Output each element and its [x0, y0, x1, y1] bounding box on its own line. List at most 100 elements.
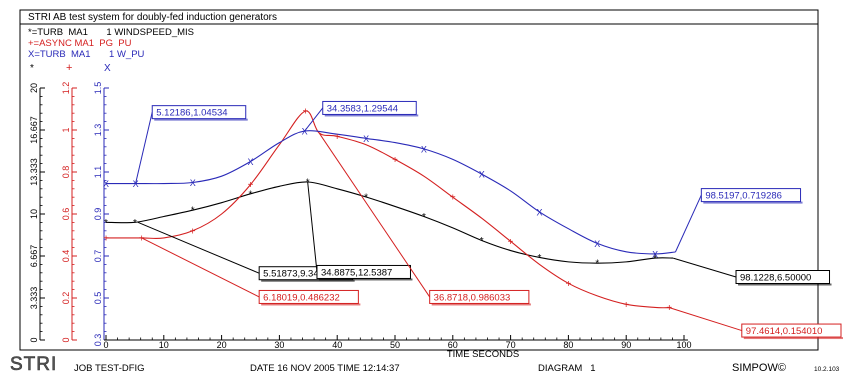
annotation-leader: [318, 132, 431, 298]
annotation-shadow: [738, 283, 832, 286]
series-marker: +: [139, 233, 145, 244]
annotation-shadow: [318, 278, 413, 281]
x-tick-label: 10: [159, 340, 169, 350]
series-marker: X: [652, 249, 658, 259]
annotation-leader: [672, 257, 737, 278]
annotation-6: 98.1228,6.50000: [672, 257, 832, 286]
y-tick-label: 3.333: [29, 287, 39, 310]
legend-marker-x: X: [104, 63, 111, 74]
y-tick-label: 1.1: [93, 166, 103, 179]
y-tick-label: 0.3: [93, 334, 103, 347]
footer-version: 10.2.103: [814, 366, 840, 373]
legend-entry-windspeed: *=TURB MA1 1 WINDSPEED_MIS: [28, 27, 194, 38]
window-title: STRI AB test system for doubly-fed induc…: [28, 12, 277, 23]
series-marker: *: [422, 212, 426, 223]
annotation-shadow: [261, 303, 361, 306]
y-tick-label: 0.6: [61, 208, 71, 221]
annotation-leader: [669, 307, 742, 332]
y-axis-2: 0 0.2 0.4 0.6 0.8 1 1.2: [61, 82, 77, 343]
annotation-text: 34.3583,1.29544: [327, 103, 398, 114]
annotation-text: 36.8718,0.986033: [434, 292, 511, 303]
annotation-shadow: [261, 279, 355, 282]
y-tick-label: 0.5: [93, 292, 103, 305]
annotation-leader: [304, 107, 324, 132]
y-tick-label: 0.4: [61, 250, 71, 263]
y-tick-label: 1: [61, 127, 71, 132]
annotation-text: 6.18019,0.486232: [263, 292, 340, 303]
y-tick-label: 1.3: [93, 124, 103, 137]
series-marker: X: [190, 178, 196, 188]
series-marker: X: [594, 239, 600, 249]
series-marker: X: [103, 179, 109, 189]
x-tick-label: 100: [676, 340, 691, 350]
y-tick-label: 0: [61, 337, 71, 342]
x-axis-label: TIME SECONDS: [447, 349, 519, 360]
series-marker: *: [104, 218, 108, 229]
series-marker: +: [508, 237, 514, 248]
series-line-1: [105, 181, 674, 264]
y-axis-3: 0.3 0.5 0.7 0.9 1.1 1.3 1.5: [93, 82, 109, 347]
annotation-leader: [141, 237, 260, 298]
x-tick-label: 0: [103, 340, 108, 350]
annotation-8: 36.8718,0.986033: [318, 132, 531, 306]
annotation-shadow: [154, 118, 248, 121]
y-tick-label: 1.5: [93, 82, 103, 95]
footer-diagram: DIAGRAM 1: [538, 363, 596, 374]
series-marker: X: [133, 179, 139, 189]
annotation-shadow: [743, 337, 843, 340]
annotation-text: 5.12186,1.04534: [156, 108, 227, 119]
series-marker: *: [191, 206, 195, 217]
x-tick-label: 60: [448, 340, 458, 350]
series-marker: +: [302, 107, 308, 118]
annotation-text: 98.5197,0.719286: [705, 191, 782, 202]
plot-lines: [105, 110, 676, 309]
series-marker: X: [363, 134, 369, 144]
annotation-3: 98.5197,0.719286: [674, 188, 803, 253]
series-marker: *: [653, 254, 657, 265]
series-marker: *: [538, 253, 542, 264]
annotation-9: 97.4614,0.154010: [669, 307, 843, 340]
series-line-3: [105, 130, 676, 255]
x-tick-label: 20: [217, 340, 227, 350]
stri-logo: STRI: [10, 354, 57, 375]
y-tick-label: 0: [29, 337, 39, 342]
series-marker: X: [247, 157, 253, 167]
x-tick-label: 70: [506, 340, 516, 350]
annotation-text: 34.8875,12.5387: [321, 267, 392, 278]
footer-date: DATE 16 NOV 2005 TIME 12:14:37: [250, 363, 400, 374]
x-tick-label: 30: [274, 340, 284, 350]
series-marker: X: [421, 144, 427, 154]
series-marker: *: [595, 259, 599, 270]
annotation-shadow: [324, 114, 419, 117]
annotation-text: 97.4614,0.154010: [746, 326, 823, 337]
legend-marker-plus: +: [66, 62, 72, 74]
annotation-leader: [135, 112, 153, 184]
annotation-leader: [137, 221, 260, 274]
series-marker: +: [248, 180, 254, 191]
series-marker: +: [450, 193, 456, 204]
series-marker: *: [364, 192, 368, 203]
y-axis-1: 0 3.333 6.667 10 13.333 16.667 20: [29, 83, 45, 343]
footer: STRI JOB TEST-DFIG DATE 16 NOV 2005 TIME…: [10, 354, 840, 376]
series-marker: *: [133, 218, 137, 229]
series-marker: +: [190, 226, 196, 237]
annotation-shadow: [703, 201, 803, 204]
y-axes: 03.3336.6671013.33316.6672000.20.40.60.8…: [29, 82, 109, 347]
annotation-5: 34.8875,12.5387: [307, 181, 413, 281]
series-marker: +: [103, 233, 109, 244]
annotation-text: 98.1228,6.50000: [740, 273, 811, 284]
y-tick-label: 0.8: [61, 166, 71, 179]
legend: *=TURB MA1 1 WINDSPEED_MIS +=ASYNC MA1 P…: [28, 27, 194, 74]
y-tick-label: 0.9: [93, 208, 103, 221]
y-tick-label: 16.667: [29, 116, 39, 144]
legend-marker-star: *: [30, 63, 34, 74]
series-marker: *: [249, 189, 253, 200]
series-marker: +: [666, 303, 672, 314]
legend-entry-pg: +=ASYNC MA1 PG PU: [28, 38, 132, 49]
series-marker: X: [302, 127, 308, 137]
y-tick-label: 1.2: [61, 82, 71, 95]
y-tick-label: 13.333: [29, 158, 39, 186]
y-tick-label: 6.667: [29, 245, 39, 268]
series-line-2: [106, 110, 670, 309]
